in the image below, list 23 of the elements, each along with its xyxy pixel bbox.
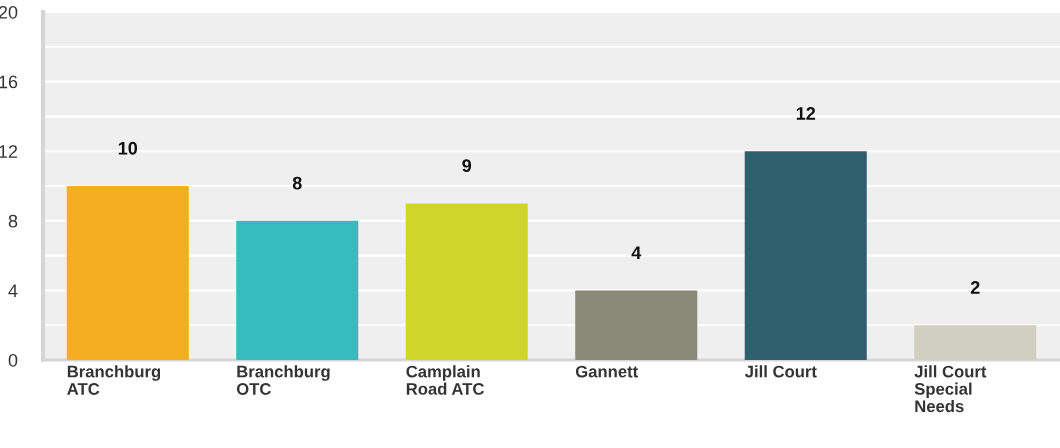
x-tick-label: Jill Court Special Needs [914, 365, 987, 413]
y-tick-label: 0 [8, 353, 18, 367]
bar [744, 151, 867, 360]
x-tick-label: Branchburg OTC [236, 365, 330, 395]
bar [914, 325, 1037, 360]
bar [236, 220, 359, 360]
y-tick-label: 12 [0, 145, 18, 158]
data-label: 12 [796, 107, 816, 120]
x-tick-label: Gannett [575, 365, 638, 378]
data-label: 10 [118, 141, 138, 155]
y-tick-label: 16 [0, 75, 18, 89]
bar [66, 186, 189, 360]
x-tick-label: Jill Court [744, 365, 817, 378]
y-tick-label: 8 [8, 214, 18, 228]
bar [575, 290, 698, 360]
data-label: 4 [631, 246, 642, 259]
data-label: 2 [970, 281, 980, 294]
data-label: 9 [462, 159, 472, 173]
bar [405, 203, 528, 360]
y-tick-label: 4 [8, 284, 18, 297]
data-label: 8 [292, 176, 302, 190]
x-tick-label: Branchburg ATC [67, 365, 161, 395]
x-tick-label: Camplain Road ATC [406, 365, 484, 395]
